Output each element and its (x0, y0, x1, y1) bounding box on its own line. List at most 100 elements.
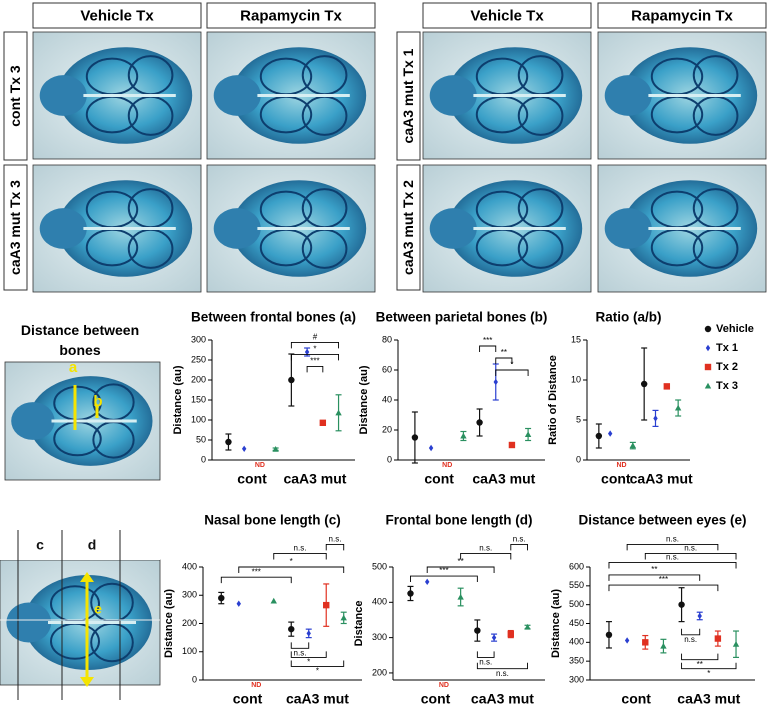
column-header: Rapamycin Tx (240, 7, 342, 24)
point (474, 627, 481, 634)
sig-bracket (426, 566, 495, 573)
sig-label: n.s. (329, 535, 342, 544)
chart-title: Frontal bone length (d) (386, 513, 533, 528)
chart-title: Between parietal bones (b) (376, 310, 548, 325)
chart-title: Ratio (a/b) (596, 310, 662, 325)
snout (429, 208, 477, 249)
sig-label: *** (252, 567, 261, 576)
point (629, 442, 637, 449)
sig-label: * (290, 557, 293, 566)
sig-bracket (290, 660, 345, 667)
y-tick-label: 0 (192, 674, 197, 684)
point (607, 430, 613, 437)
nd-label: ND (616, 462, 626, 469)
y-tick-label: 200 (182, 618, 197, 628)
sig-bracket (495, 369, 529, 376)
column-header: Rapamycin Tx (631, 7, 733, 24)
point (524, 623, 531, 630)
sig-label: n.s. (684, 544, 697, 553)
x-tick-label: caA3 mut (286, 691, 349, 706)
sig-bracket (220, 576, 292, 584)
x-tick-label: cont (621, 691, 651, 706)
sig-label: n.s. (479, 544, 492, 553)
point (524, 431, 532, 438)
point (697, 612, 702, 620)
point (304, 348, 310, 356)
point (705, 344, 711, 352)
sig-bracket (290, 341, 340, 349)
y-tick-label: 400 (569, 637, 584, 647)
column-header: Vehicle Tx (80, 7, 154, 24)
y-tick-label: 550 (569, 580, 584, 590)
point (457, 593, 464, 600)
y-axis-label: Distance (au) (163, 589, 175, 658)
y-tick-label: 600 (569, 561, 584, 571)
sig-label: * (316, 667, 319, 676)
y-tick-label: 400 (182, 561, 197, 571)
y-tick-label: 50 (196, 434, 206, 444)
point (642, 639, 649, 646)
y-axis-label: Ratio of Distance (547, 355, 559, 445)
x-tick-label: caA3 mut (471, 691, 534, 706)
sig-bracket (460, 552, 512, 560)
sig-label: *** (659, 575, 668, 584)
x-tick-label: cont (601, 471, 631, 487)
sig-bracket (644, 552, 737, 560)
y-tick-label: 10 (571, 374, 581, 384)
x-tick-label: caA3 mut (283, 471, 346, 487)
point (288, 625, 295, 633)
point (428, 444, 434, 452)
point (319, 419, 327, 426)
snout (213, 75, 261, 116)
sig-bracket (306, 365, 324, 373)
point (272, 446, 279, 452)
sig-bracket (238, 566, 345, 573)
y-tick-label: 0 (576, 454, 581, 464)
sig-bracket (290, 651, 327, 658)
y-tick-label: 0 (387, 454, 392, 464)
row-label-box (396, 31, 421, 161)
row-label: caA3 mut Tx 3 (7, 180, 23, 275)
sig-bracket (626, 543, 719, 551)
sig-label: # (313, 333, 318, 342)
point (704, 382, 712, 389)
y-tick-label: 450 (569, 618, 584, 628)
sig-bracket (410, 575, 478, 583)
y-tick-label: 80 (382, 334, 392, 344)
point (732, 641, 740, 647)
point (306, 630, 311, 637)
nd-label: ND (255, 462, 265, 469)
point (595, 432, 603, 440)
y-tick-label: 300 (372, 632, 387, 642)
sig-label: n.s. (666, 535, 679, 544)
point (340, 614, 347, 621)
sig-bracket (476, 651, 495, 658)
point (678, 601, 685, 608)
y-tick-label: 15 (571, 334, 581, 344)
x-tick-label: caA3 mut (677, 691, 740, 706)
x-tick-label: cont (424, 471, 454, 487)
sig-bracket (681, 662, 737, 670)
x-tick-label: cont (237, 471, 267, 487)
point (640, 380, 648, 388)
row-label: caA3 mut Tx 1 (400, 48, 416, 143)
sig-label: n.s. (294, 544, 307, 553)
point (218, 594, 225, 602)
diagram-label: c (36, 537, 44, 553)
point (288, 376, 295, 384)
y-axis-label: Distance (353, 601, 365, 647)
chart-title: Distance between eyes (e) (578, 513, 746, 528)
sig-bracket (479, 345, 497, 352)
y-tick-label: 150 (191, 394, 206, 404)
point (507, 630, 514, 638)
row-label-box (3, 164, 28, 291)
point (493, 378, 498, 386)
y-tick-label: 200 (191, 374, 206, 384)
sig-bracket (681, 628, 701, 636)
sig-bracket (608, 574, 701, 581)
sig-label: * (510, 360, 513, 369)
column-header: Vehicle Tx (470, 7, 544, 24)
sig-label: n.s. (479, 658, 492, 667)
sig-label: n.s. (684, 635, 697, 644)
